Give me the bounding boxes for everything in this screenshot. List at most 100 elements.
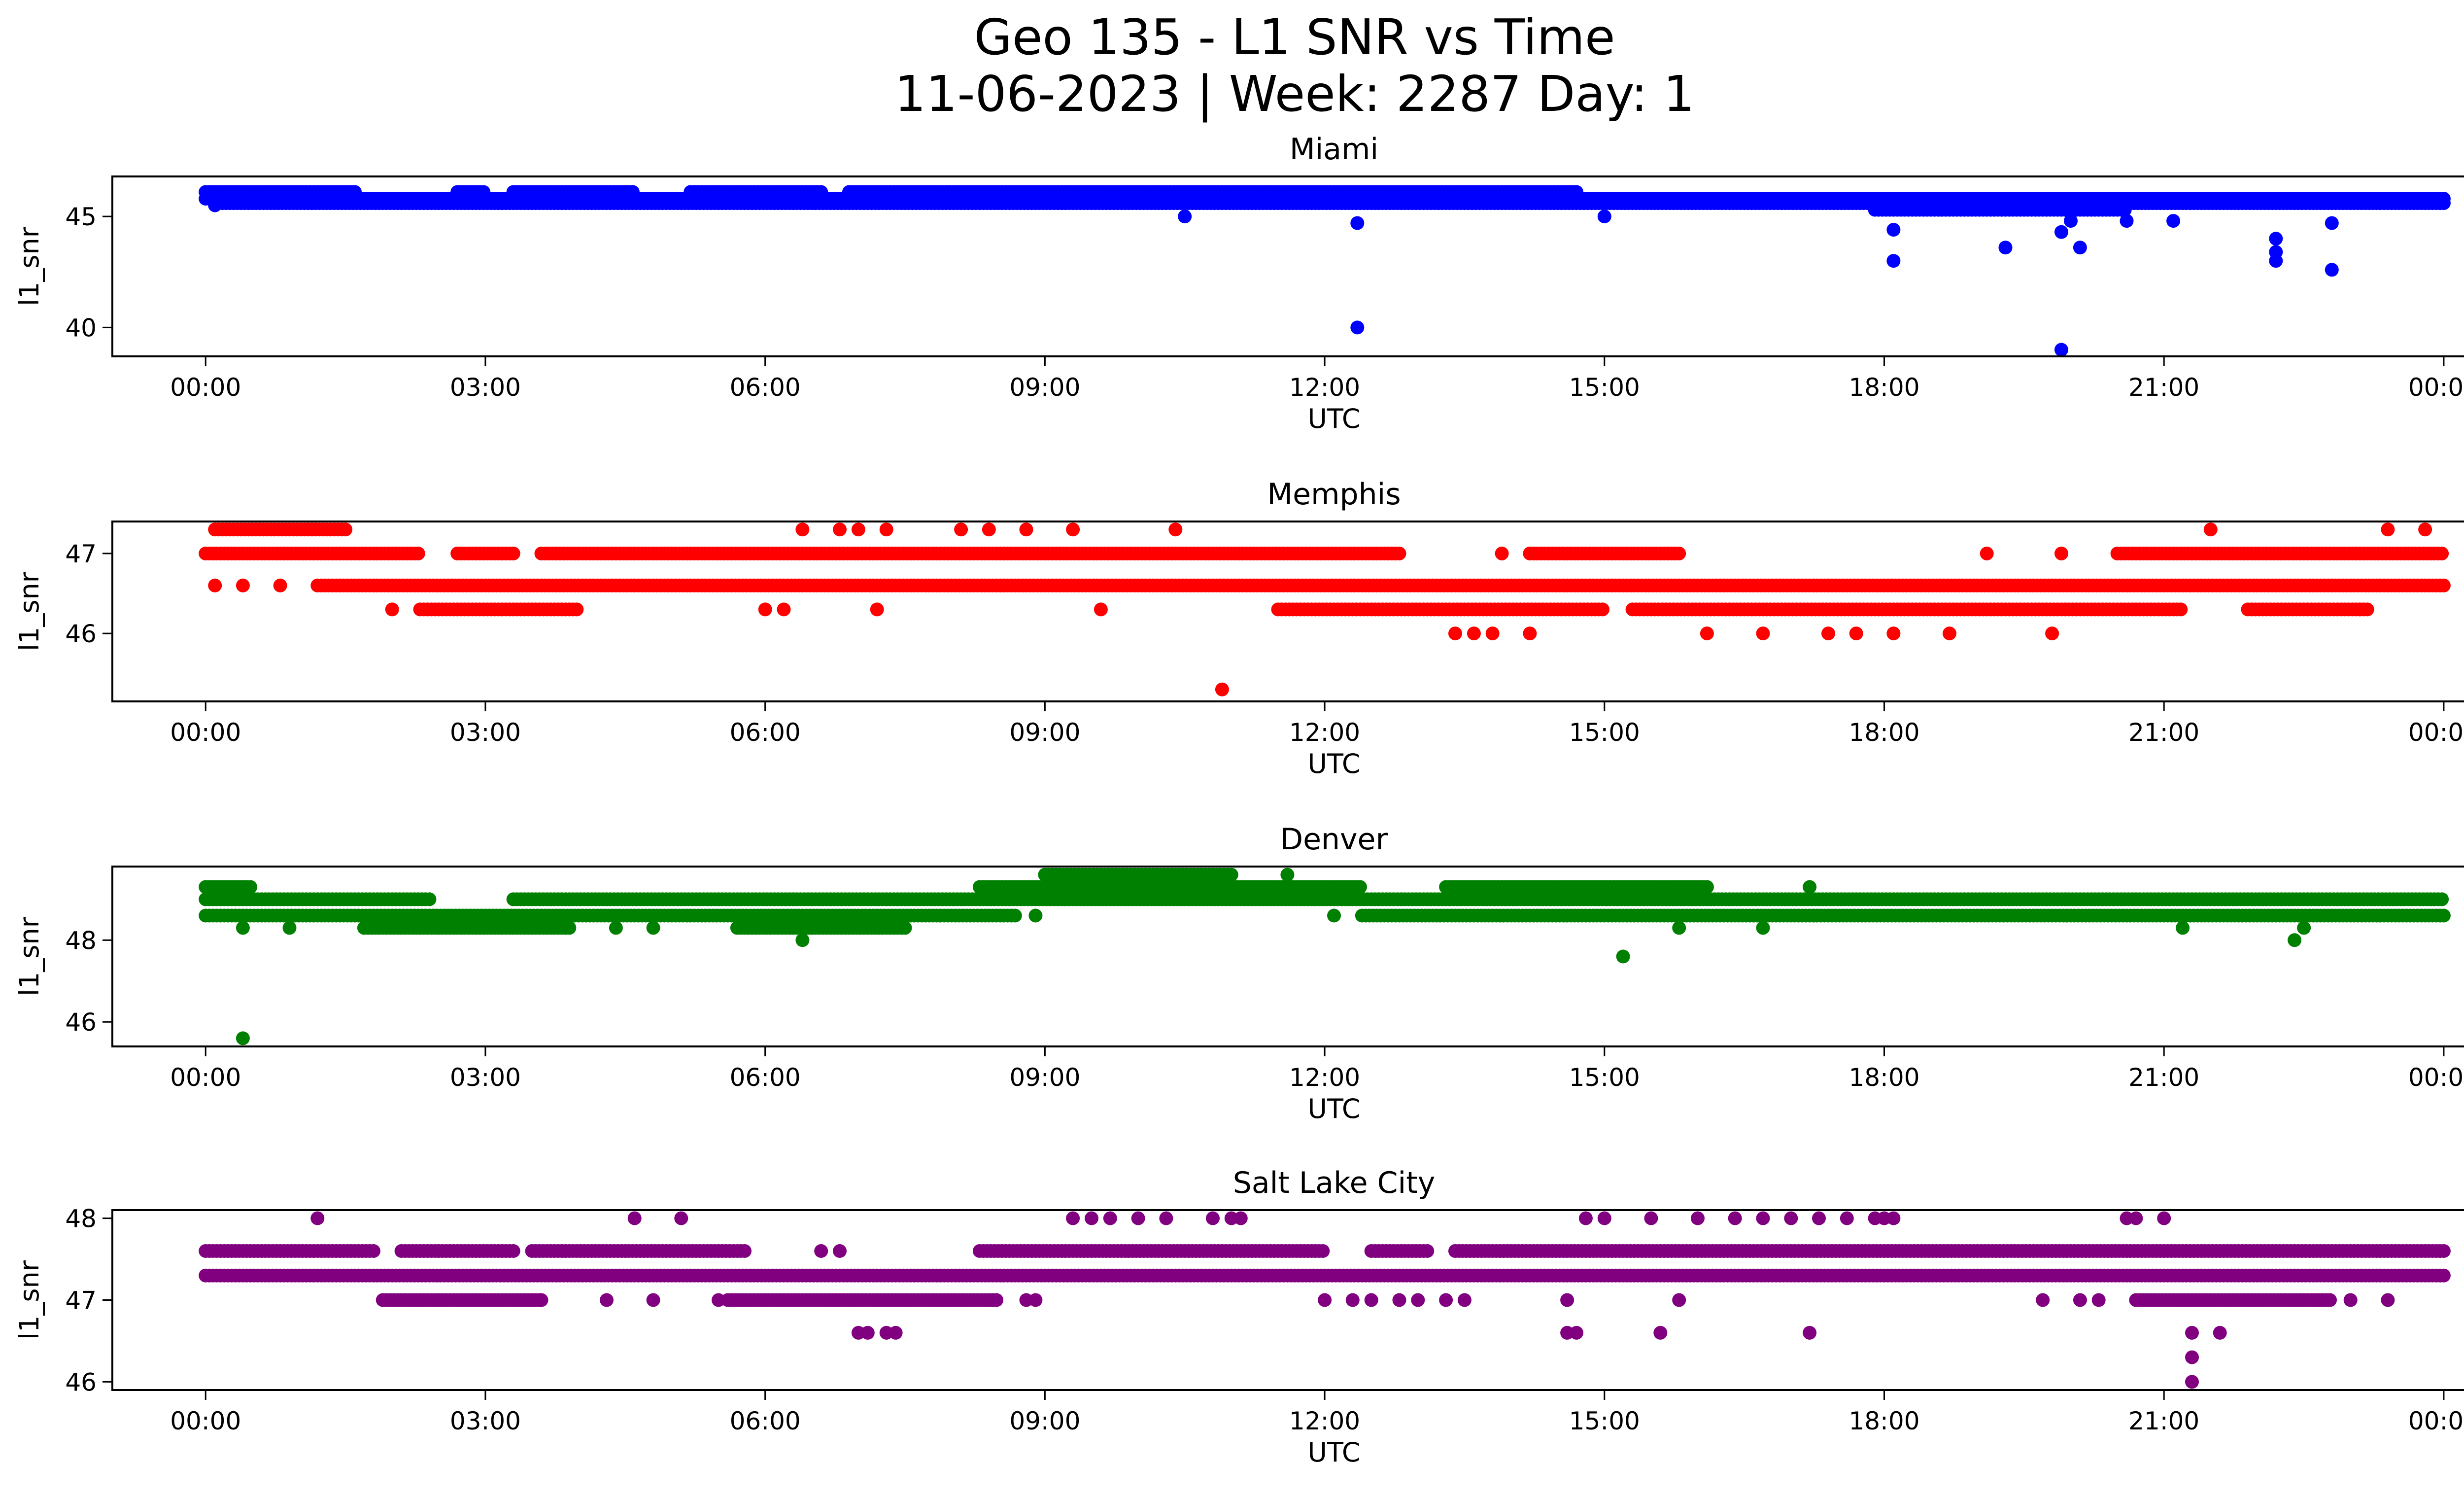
data-point [1700,626,1714,641]
data-point [2203,522,2218,537]
data-point [208,198,222,212]
data-point [1803,880,1817,894]
data-point [795,522,810,537]
x-tick-label: 21:00 [2128,373,2199,402]
data-band [1868,203,2132,217]
data-point [870,602,884,617]
x-tick-label: 12:00 [1289,1063,1360,1092]
x-tick-label: 21:00 [2128,1063,2199,1092]
data-point [1495,546,1509,560]
panel-title: Salt Lake City [1233,1166,1436,1200]
data-point [2054,546,2068,560]
data-point [2435,546,2449,560]
x-tick-label: 18:00 [1848,718,1919,747]
x-tick-label: 21:00 [2128,718,2199,747]
data-point [1215,682,1229,696]
data-point [1756,626,1770,641]
data-point [236,578,250,592]
data-point [2064,214,2078,228]
data-point [777,602,791,617]
plot-frame [111,521,2464,702]
data-point [851,522,865,537]
data-band [357,921,912,935]
x-tick-label: 00:00 [170,1063,241,1092]
data-point [1280,868,1295,882]
data-point [1316,1244,1330,1258]
x-axis-label: UTC [1307,1093,1360,1124]
data-point [2054,225,2068,239]
plot-frame [111,175,2464,357]
data-point [208,578,222,592]
data-point [506,546,520,560]
data-point [2353,602,2367,617]
data-point [1886,626,1901,641]
y-tick-label: 46 [65,1008,97,1037]
y-axis-label: l1_snr [14,916,45,996]
data-point [1943,626,1956,641]
data-point [1998,241,2013,255]
data-marks [199,185,2451,356]
data-point [833,522,847,537]
x-tick-label: 06:00 [730,1063,801,1092]
data-point [2297,921,2311,935]
data-marks [199,522,2451,696]
data-point [898,921,912,935]
data-point [2174,602,2188,617]
data-point [1168,522,1183,537]
x-tick-label: 00:00 [170,373,241,402]
data-point [1066,522,1080,537]
data-point [646,921,660,935]
data-point [2435,892,2449,906]
data-point [2288,933,2302,947]
y-tick-label: 47 [65,540,97,568]
data-point [339,522,353,537]
data-point [2325,263,2339,277]
x-tick-label: 09:00 [1009,1063,1080,1092]
panel-title: Denver [1280,822,1388,857]
x-tick-label: 06:00 [730,718,801,747]
data-point [1886,223,1901,237]
data-band [208,522,353,537]
data-point [982,522,996,537]
data-point [1350,216,1365,230]
data-point [1392,546,1406,560]
data-point [282,921,297,935]
data-point [2436,908,2451,923]
x-tick-label: 18:00 [1848,1063,1919,1092]
figure-title-line1: Geo 135 - L1 SNR vs Time [974,8,1615,66]
data-point [1523,626,1537,641]
data-point [366,1244,380,1258]
data-point [1178,209,1192,224]
x-tick-label: 12:00 [1289,718,1360,747]
data-point [1094,602,1108,617]
data-point [1886,254,1901,268]
data-point [1467,626,1481,641]
data-point [1028,908,1043,923]
data-band [199,892,2449,906]
data-point [879,522,893,537]
data-point [2045,626,2059,641]
data-band [199,1244,2451,1258]
data-point [2054,343,2068,356]
data-point [1672,546,1686,560]
x-tick-label: 15:00 [1569,1063,1640,1092]
data-point [243,880,258,894]
y-tick-label: 46 [65,620,97,648]
data-point [609,921,623,935]
data-band [1038,868,1238,882]
x-axis-label: UTC [1307,748,1360,779]
data-point [738,1244,752,1258]
data-point [2269,232,2283,246]
data-point [1353,880,1367,894]
data-point [273,578,287,592]
y-tick-label: 45 [65,203,97,231]
y-axis-label: l1_snr [14,571,45,651]
data-point [236,1031,250,1045]
data-point [1224,868,1238,882]
plot-frame [111,866,2464,1047]
x-tick-label: 00:00 [170,718,241,747]
data-point [2120,214,2134,228]
data-point [2381,522,2395,537]
